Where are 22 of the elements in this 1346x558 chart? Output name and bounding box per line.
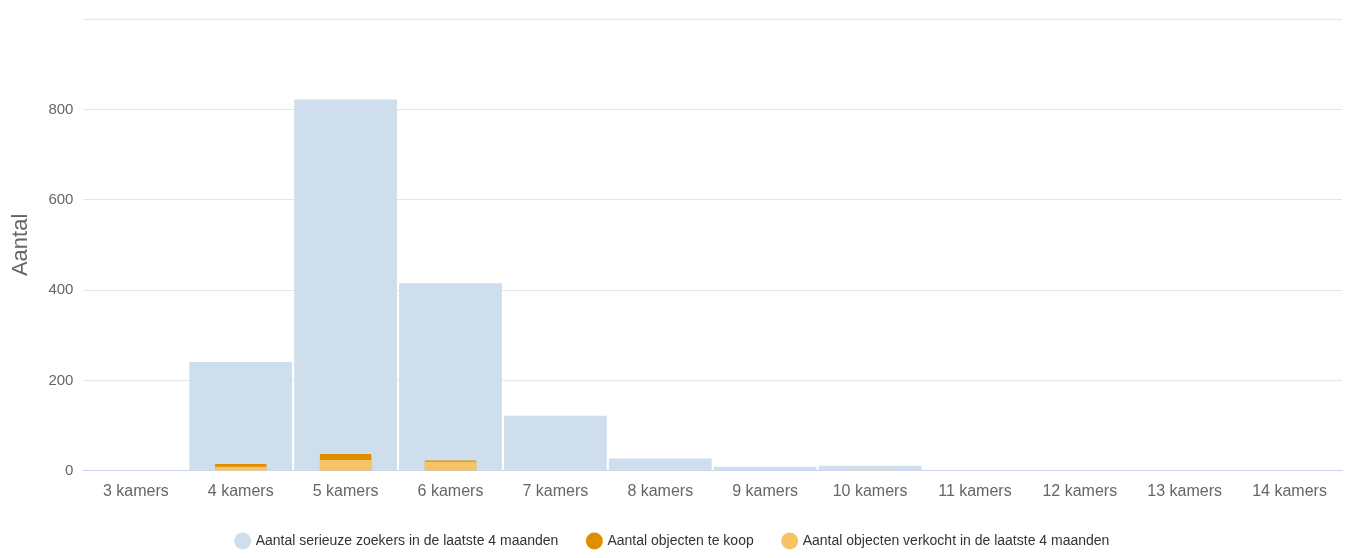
x-tick-label: 5 kamers [312, 481, 379, 499]
x-tick-label: 4 kamers [207, 481, 274, 499]
x-tick-label: 6 kamers [417, 481, 484, 499]
y-tick-label: 600 [48, 189, 74, 207]
x-tick-label: 8 kamers [627, 481, 694, 499]
x-tick-label: 9 kamers [732, 481, 799, 499]
x-tick-label: 3 kamers [102, 481, 169, 499]
bar [319, 459, 372, 471]
y-tick-label: 200 [48, 370, 74, 388]
x-tick-label: 7 kamers [522, 481, 589, 499]
x-tick-label: 14 kamers [1252, 481, 1327, 499]
legend-label: Aantal serieuze zoekers in de laatste 4 maanden [255, 531, 559, 548]
x-tick-label: 13 kamers [1147, 481, 1223, 499]
x-tick-label: 10 kamers [832, 481, 908, 499]
y-tick-label: 0 [65, 460, 74, 478]
x-tick-label: 11 kamers [938, 481, 1012, 499]
y-tick-label: 400 [48, 280, 74, 298]
x-tick-label: 12 kamers [1042, 481, 1118, 499]
y-tick-label: 800 [48, 99, 74, 117]
legend-label: Aantal objecten verkocht in de laatste 4 maanden [802, 531, 1110, 548]
legend-label: Aantal objecten te koop [607, 531, 754, 548]
y-axis-title: Aantal [7, 213, 33, 277]
